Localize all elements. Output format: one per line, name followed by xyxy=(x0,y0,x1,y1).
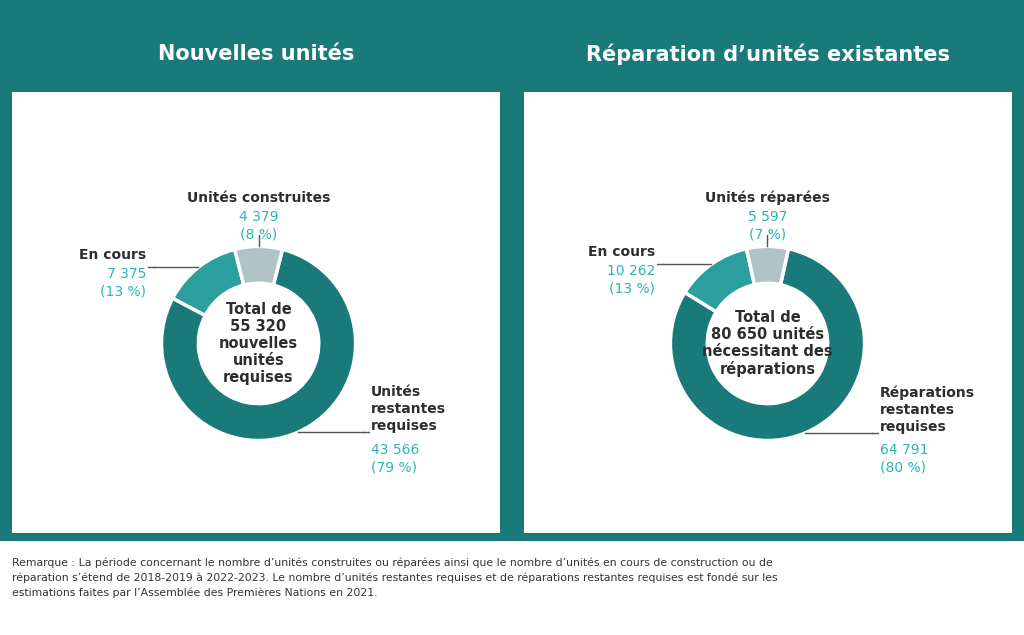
Text: nécessitant des: nécessitant des xyxy=(702,344,833,359)
Text: (8 %): (8 %) xyxy=(240,228,278,242)
Text: En cours: En cours xyxy=(79,248,146,262)
Wedge shape xyxy=(234,246,283,285)
Wedge shape xyxy=(746,246,788,284)
Text: Unités réparées: Unités réparées xyxy=(706,190,829,205)
Wedge shape xyxy=(685,249,755,312)
Text: nouvelles: nouvelles xyxy=(219,336,298,351)
Wedge shape xyxy=(671,249,864,441)
Text: (79 %): (79 %) xyxy=(371,460,417,474)
Text: 80 650 unités: 80 650 unités xyxy=(711,328,824,342)
Text: Nouvelles unités: Nouvelles unités xyxy=(158,44,354,64)
Text: 55 320: 55 320 xyxy=(230,319,287,334)
Text: (80 %): (80 %) xyxy=(880,461,926,475)
Text: Total de: Total de xyxy=(225,302,292,317)
Text: unités: unités xyxy=(232,353,285,368)
Text: Réparation d’unités existantes: Réparation d’unités existantes xyxy=(586,43,950,65)
Text: réparations: réparations xyxy=(720,361,815,377)
Text: Unités construites: Unités construites xyxy=(186,191,331,205)
Wedge shape xyxy=(173,250,244,316)
Text: 4 379: 4 379 xyxy=(239,210,279,224)
Text: 43 566: 43 566 xyxy=(371,443,420,457)
Text: Unités
restantes
requises: Unités restantes requises xyxy=(371,385,446,433)
Text: 7 375: 7 375 xyxy=(106,267,146,281)
Text: requises: requises xyxy=(223,370,294,385)
Text: (13 %): (13 %) xyxy=(100,284,146,298)
Text: Réparations
restantes
requises: Réparations restantes requises xyxy=(880,385,975,434)
Text: (7 %): (7 %) xyxy=(749,228,786,242)
Wedge shape xyxy=(162,250,355,441)
Text: 64 791: 64 791 xyxy=(880,443,929,457)
Text: En cours: En cours xyxy=(588,244,655,258)
Text: Total de: Total de xyxy=(734,311,801,326)
Text: 10 262: 10 262 xyxy=(606,264,655,278)
Text: 5 597: 5 597 xyxy=(748,210,787,224)
Text: (13 %): (13 %) xyxy=(609,281,655,295)
Text: Remarque : La période concernant le nombre d’unités construites ou réparées ains: Remarque : La période concernant le nomb… xyxy=(12,558,778,598)
